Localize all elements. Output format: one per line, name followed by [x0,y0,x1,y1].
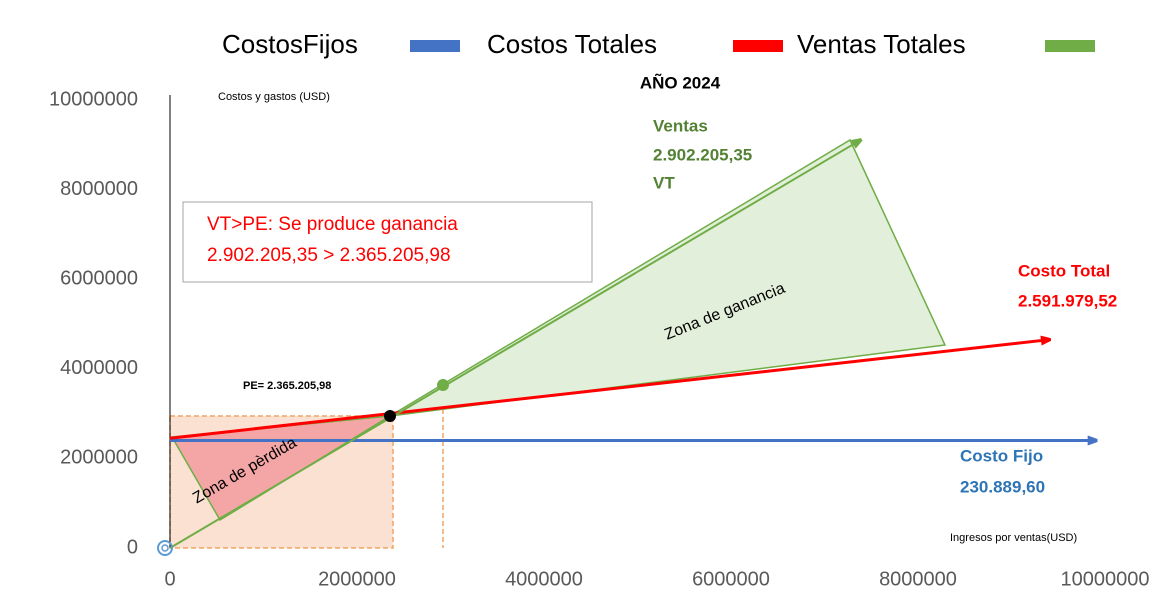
annotation: 2.591.979,52 [1018,291,1117,310]
annotation: PE= 2.365.205,98 [243,380,331,392]
annotation: Costo Fijo [960,446,1043,465]
legend-swatch [410,40,460,52]
series-line [169,340,1049,440]
legend-label: Ventas Totales [797,29,966,59]
y-tick-label: 10000000 [49,88,138,110]
break-even-point [384,410,396,422]
y-tick-label: 6000000 [60,267,138,289]
annotation: Ventas [653,116,708,135]
profit-zone [389,138,947,417]
origin-marker-inner [161,544,169,552]
annotation: 230.889,60 [960,477,1045,496]
series-line [169,140,860,549]
y-axis-label: Costos y gastos (USD) [218,91,330,103]
sales-point [437,379,449,391]
x-tick-label: 4000000 [505,568,583,590]
note-box [182,201,593,283]
legend-label: CostosFijos [222,29,358,59]
x-tick-label: 10000000 [1061,568,1150,590]
y-tick-label: 0 [127,536,138,558]
y-tick-label: 8000000 [60,178,138,200]
annotation: VT>PE: Se produce ganancia [207,214,458,235]
origin-marker [157,540,173,556]
chart-title: AÑO 2024 [640,72,721,92]
x-tick-label: 0 [164,568,175,590]
annotation: Costo Total [1018,261,1110,280]
x-axis-label: Ingresos por ventas(USD) [950,532,1077,544]
x-tick-label: 8000000 [879,568,957,590]
legend-swatch [1045,40,1095,52]
annotation: 2.902.205,35 [653,145,752,164]
x-tick-label: 6000000 [692,568,770,590]
x-tick-label: 2000000 [318,568,396,590]
y-tick-label: 4000000 [60,357,138,379]
y-tick-label: 2000000 [60,447,138,469]
legend-swatch [733,40,783,52]
annotation: VT [653,173,675,192]
legend-label: Costos Totales [487,29,657,59]
annotation: 2.902.205,35 > 2.365.205,98 [207,245,451,266]
